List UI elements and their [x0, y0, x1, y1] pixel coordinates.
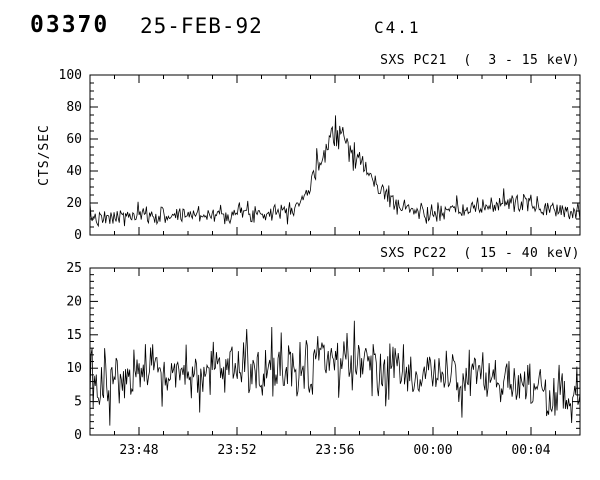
y-tick-label: 80: [66, 100, 82, 115]
y-tick-label: 20: [66, 196, 82, 211]
observation-date: 25-FEB-92: [140, 14, 263, 38]
y-tick-label: 25: [66, 261, 82, 276]
y-tick-label: 5: [74, 395, 82, 410]
bottom-panel-title: SXS PC22 ( 15 - 40 keV): [380, 246, 580, 261]
lightcurve-sxs-pc22: [89, 320, 581, 426]
y-tick-label: 40: [66, 164, 82, 179]
x-tick-label: 00:00: [413, 443, 452, 458]
lightcurve-sxs-pc21: [89, 115, 581, 228]
x-tick-label: 23:48: [119, 443, 158, 458]
y-tick-label: 0: [74, 428, 82, 443]
y-tick-label: 0: [74, 228, 82, 243]
observation-id: 03370: [30, 12, 110, 38]
x-tick-label: 00:04: [511, 443, 550, 458]
panel-frame: [89, 267, 581, 436]
y-tick-label: 60: [66, 132, 82, 147]
y-tick-label: 10: [66, 361, 82, 376]
x-tick-label: 23:52: [217, 443, 256, 458]
x-tick-label: 23:56: [315, 443, 354, 458]
y-tick-label: 15: [66, 328, 82, 343]
flare-class: C4.1: [374, 18, 421, 37]
top-panel-title: SXS PC21 ( 3 - 15 keV): [380, 53, 580, 68]
y-tick-label: 20: [66, 294, 82, 309]
y-tick-label: 100: [59, 68, 82, 83]
